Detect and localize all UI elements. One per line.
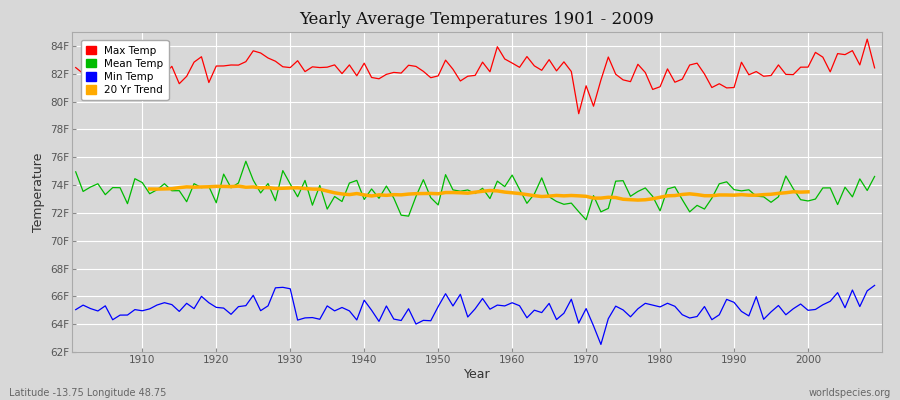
Text: worldspecies.org: worldspecies.org — [809, 388, 891, 398]
Text: Latitude -13.75 Longitude 48.75: Latitude -13.75 Longitude 48.75 — [9, 388, 166, 398]
Y-axis label: Temperature: Temperature — [32, 152, 44, 232]
Title: Yearly Average Temperatures 1901 - 2009: Yearly Average Temperatures 1901 - 2009 — [300, 11, 654, 28]
X-axis label: Year: Year — [464, 368, 490, 380]
Legend: Max Temp, Mean Temp, Min Temp, 20 Yr Trend: Max Temp, Mean Temp, Min Temp, 20 Yr Tre… — [81, 40, 168, 100]
